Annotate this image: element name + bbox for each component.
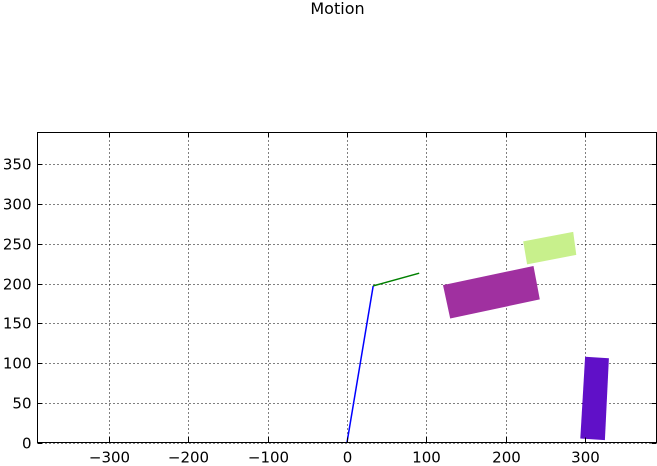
shapes [346, 231, 609, 443]
link-2 [373, 272, 420, 287]
tick-labels: −300 −200 −100 0 100 200 300 0 50 100 150 200 250 300… [3, 156, 600, 466]
tick-marks [37, 132, 657, 444]
x-tick-label: 300 [571, 449, 600, 466]
y-tick-label: 200 [3, 276, 32, 294]
x-tick-label: 200 [492, 449, 521, 466]
x-tick-label: 0 [343, 449, 353, 466]
y-tick-label: 350 [3, 156, 32, 174]
x-tick-label: 100 [412, 449, 441, 466]
y-tick-label: 50 [12, 395, 31, 413]
x-tick-label: −100 [248, 449, 289, 466]
plot-area: −300 −200 −100 0 100 200 300 0 50 100 150 200 250 300… [3, 132, 657, 466]
y-tick-label: 300 [3, 196, 32, 214]
x-tick-label: −300 [89, 449, 130, 466]
y-tick-label: 250 [3, 236, 32, 254]
y-tick-label: 150 [3, 315, 32, 333]
link-1 [346, 285, 374, 443]
rect-magenta [443, 266, 540, 319]
grid [37, 132, 657, 444]
plot-frame [37, 132, 657, 443]
chart-title: Motion [310, 0, 364, 18]
rect-light-green [523, 231, 577, 265]
y-tick-label: 100 [3, 355, 32, 373]
x-tick-label: −200 [168, 449, 209, 466]
rect-purple [580, 356, 609, 441]
y-tick-label: 0 [22, 435, 32, 453]
